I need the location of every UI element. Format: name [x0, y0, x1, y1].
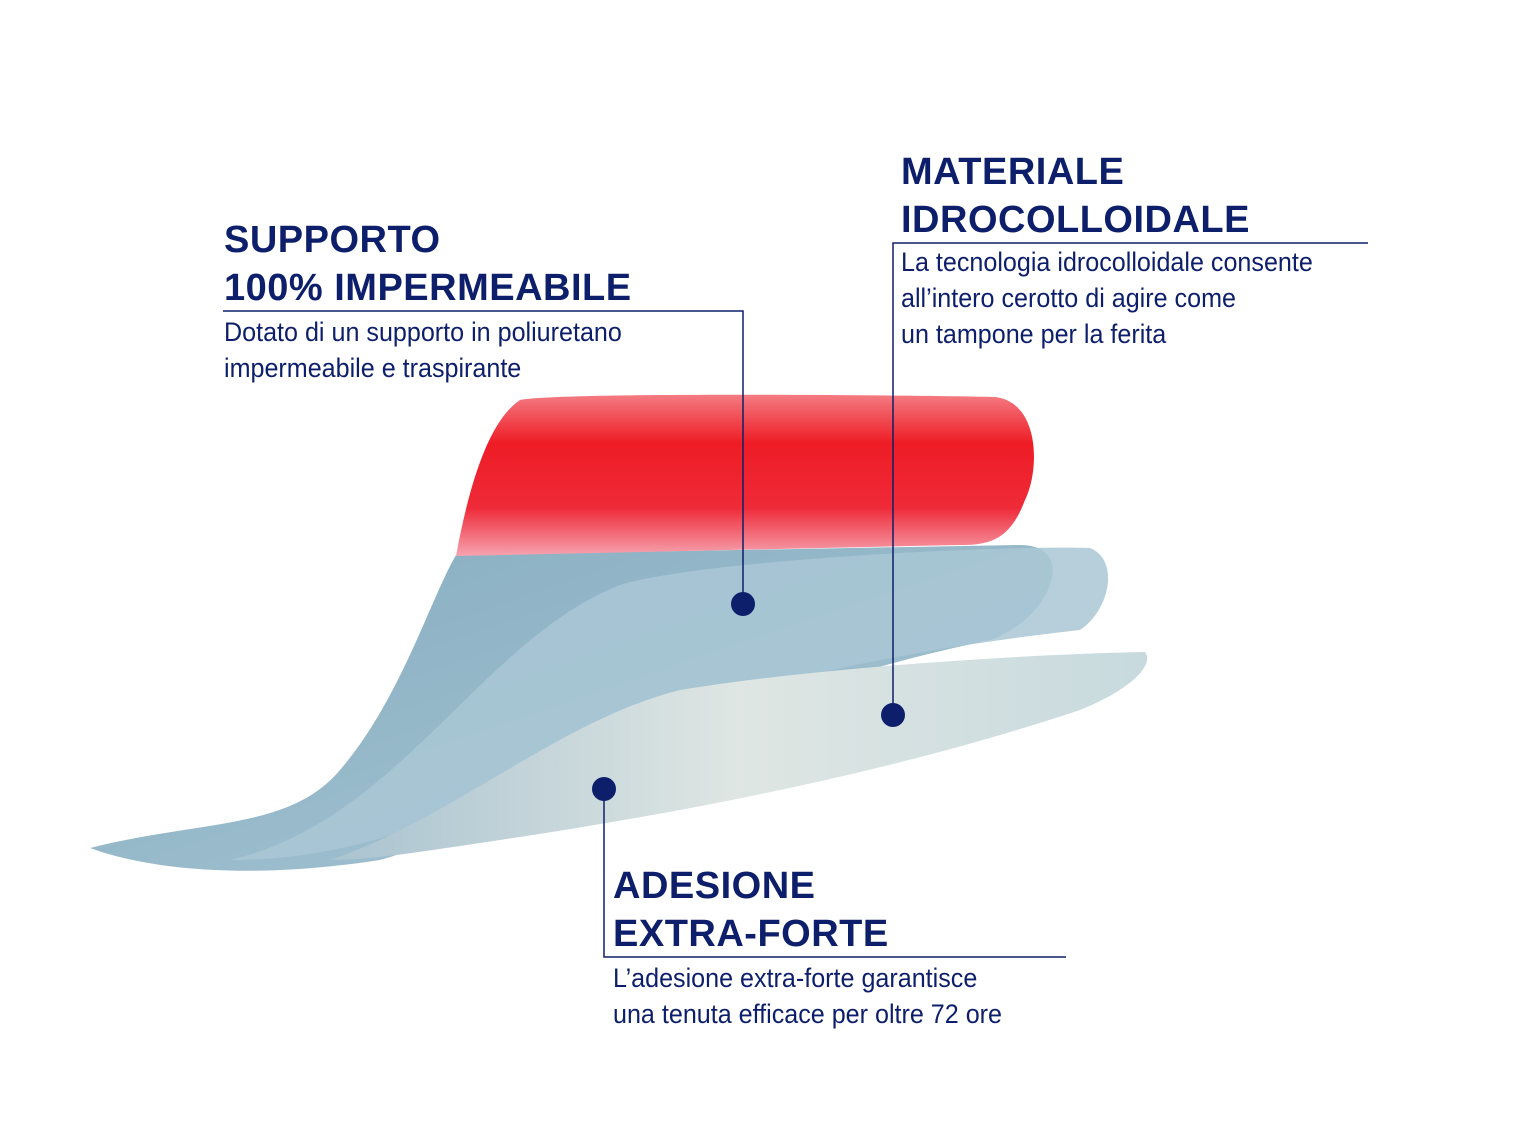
title-line: ADESIONE — [613, 865, 816, 907]
desc-line: una tenuta efficace per oltre 72 ore — [613, 999, 1003, 1029]
desc-line: all’intero cerotto di agire come — [901, 283, 1236, 313]
callout-idrocolloidale: MATERIALE IDROCOLLOIDALE La tecnologia i… — [901, 148, 1344, 352]
callout-title: MATERIALE IDROCOLLOIDALE — [901, 148, 1344, 244]
desc-line: un tampone per la ferita — [901, 319, 1167, 349]
title-line: 100% IMPERMEABILE — [224, 267, 632, 309]
callout-adesione: ADESIONE EXTRA-FORTE L’adesione extra-fo… — [613, 862, 1031, 1032]
marker-dot-idrocolloidale — [881, 703, 905, 727]
title-line: MATERIALE — [901, 151, 1125, 193]
callout-title: ADESIONE EXTRA-FORTE — [613, 862, 1031, 958]
callout-title: SUPPORTO 100% IMPERMEABILE — [224, 216, 652, 312]
title-line: IDROCOLLOIDALE — [901, 199, 1250, 241]
marker-dot-adesione — [592, 777, 616, 801]
leader-line-adesione — [603, 789, 1066, 958]
title-line: SUPPORTO — [224, 219, 441, 261]
adhesive-layer — [330, 652, 1148, 860]
callout-description: L’adesione extra-forte garantisce una te… — [613, 960, 1002, 1032]
callout-description: La tecnologia idrocolloidale consente al… — [901, 244, 1313, 352]
desc-line: La tecnologia idrocolloidale consente — [901, 247, 1313, 277]
desc-line: impermeabile e traspirante — [224, 353, 522, 383]
desc-line: Dotato di un supporto in poliuretano — [224, 317, 622, 347]
leader-line-supporto — [223, 310, 744, 604]
callout-supporto: SUPPORTO 100% IMPERMEABILE Dotato di un … — [224, 216, 652, 386]
callout-description: Dotato di un supporto in poliuretano imp… — [224, 314, 622, 386]
leader-line-idrocolloidale — [892, 242, 1368, 715]
title-line: EXTRA-FORTE — [613, 913, 889, 955]
desc-line: L’adesione extra-forte garantisce — [613, 963, 978, 993]
red-top-layer — [456, 394, 1034, 556]
marker-dot-supporto — [731, 592, 755, 616]
